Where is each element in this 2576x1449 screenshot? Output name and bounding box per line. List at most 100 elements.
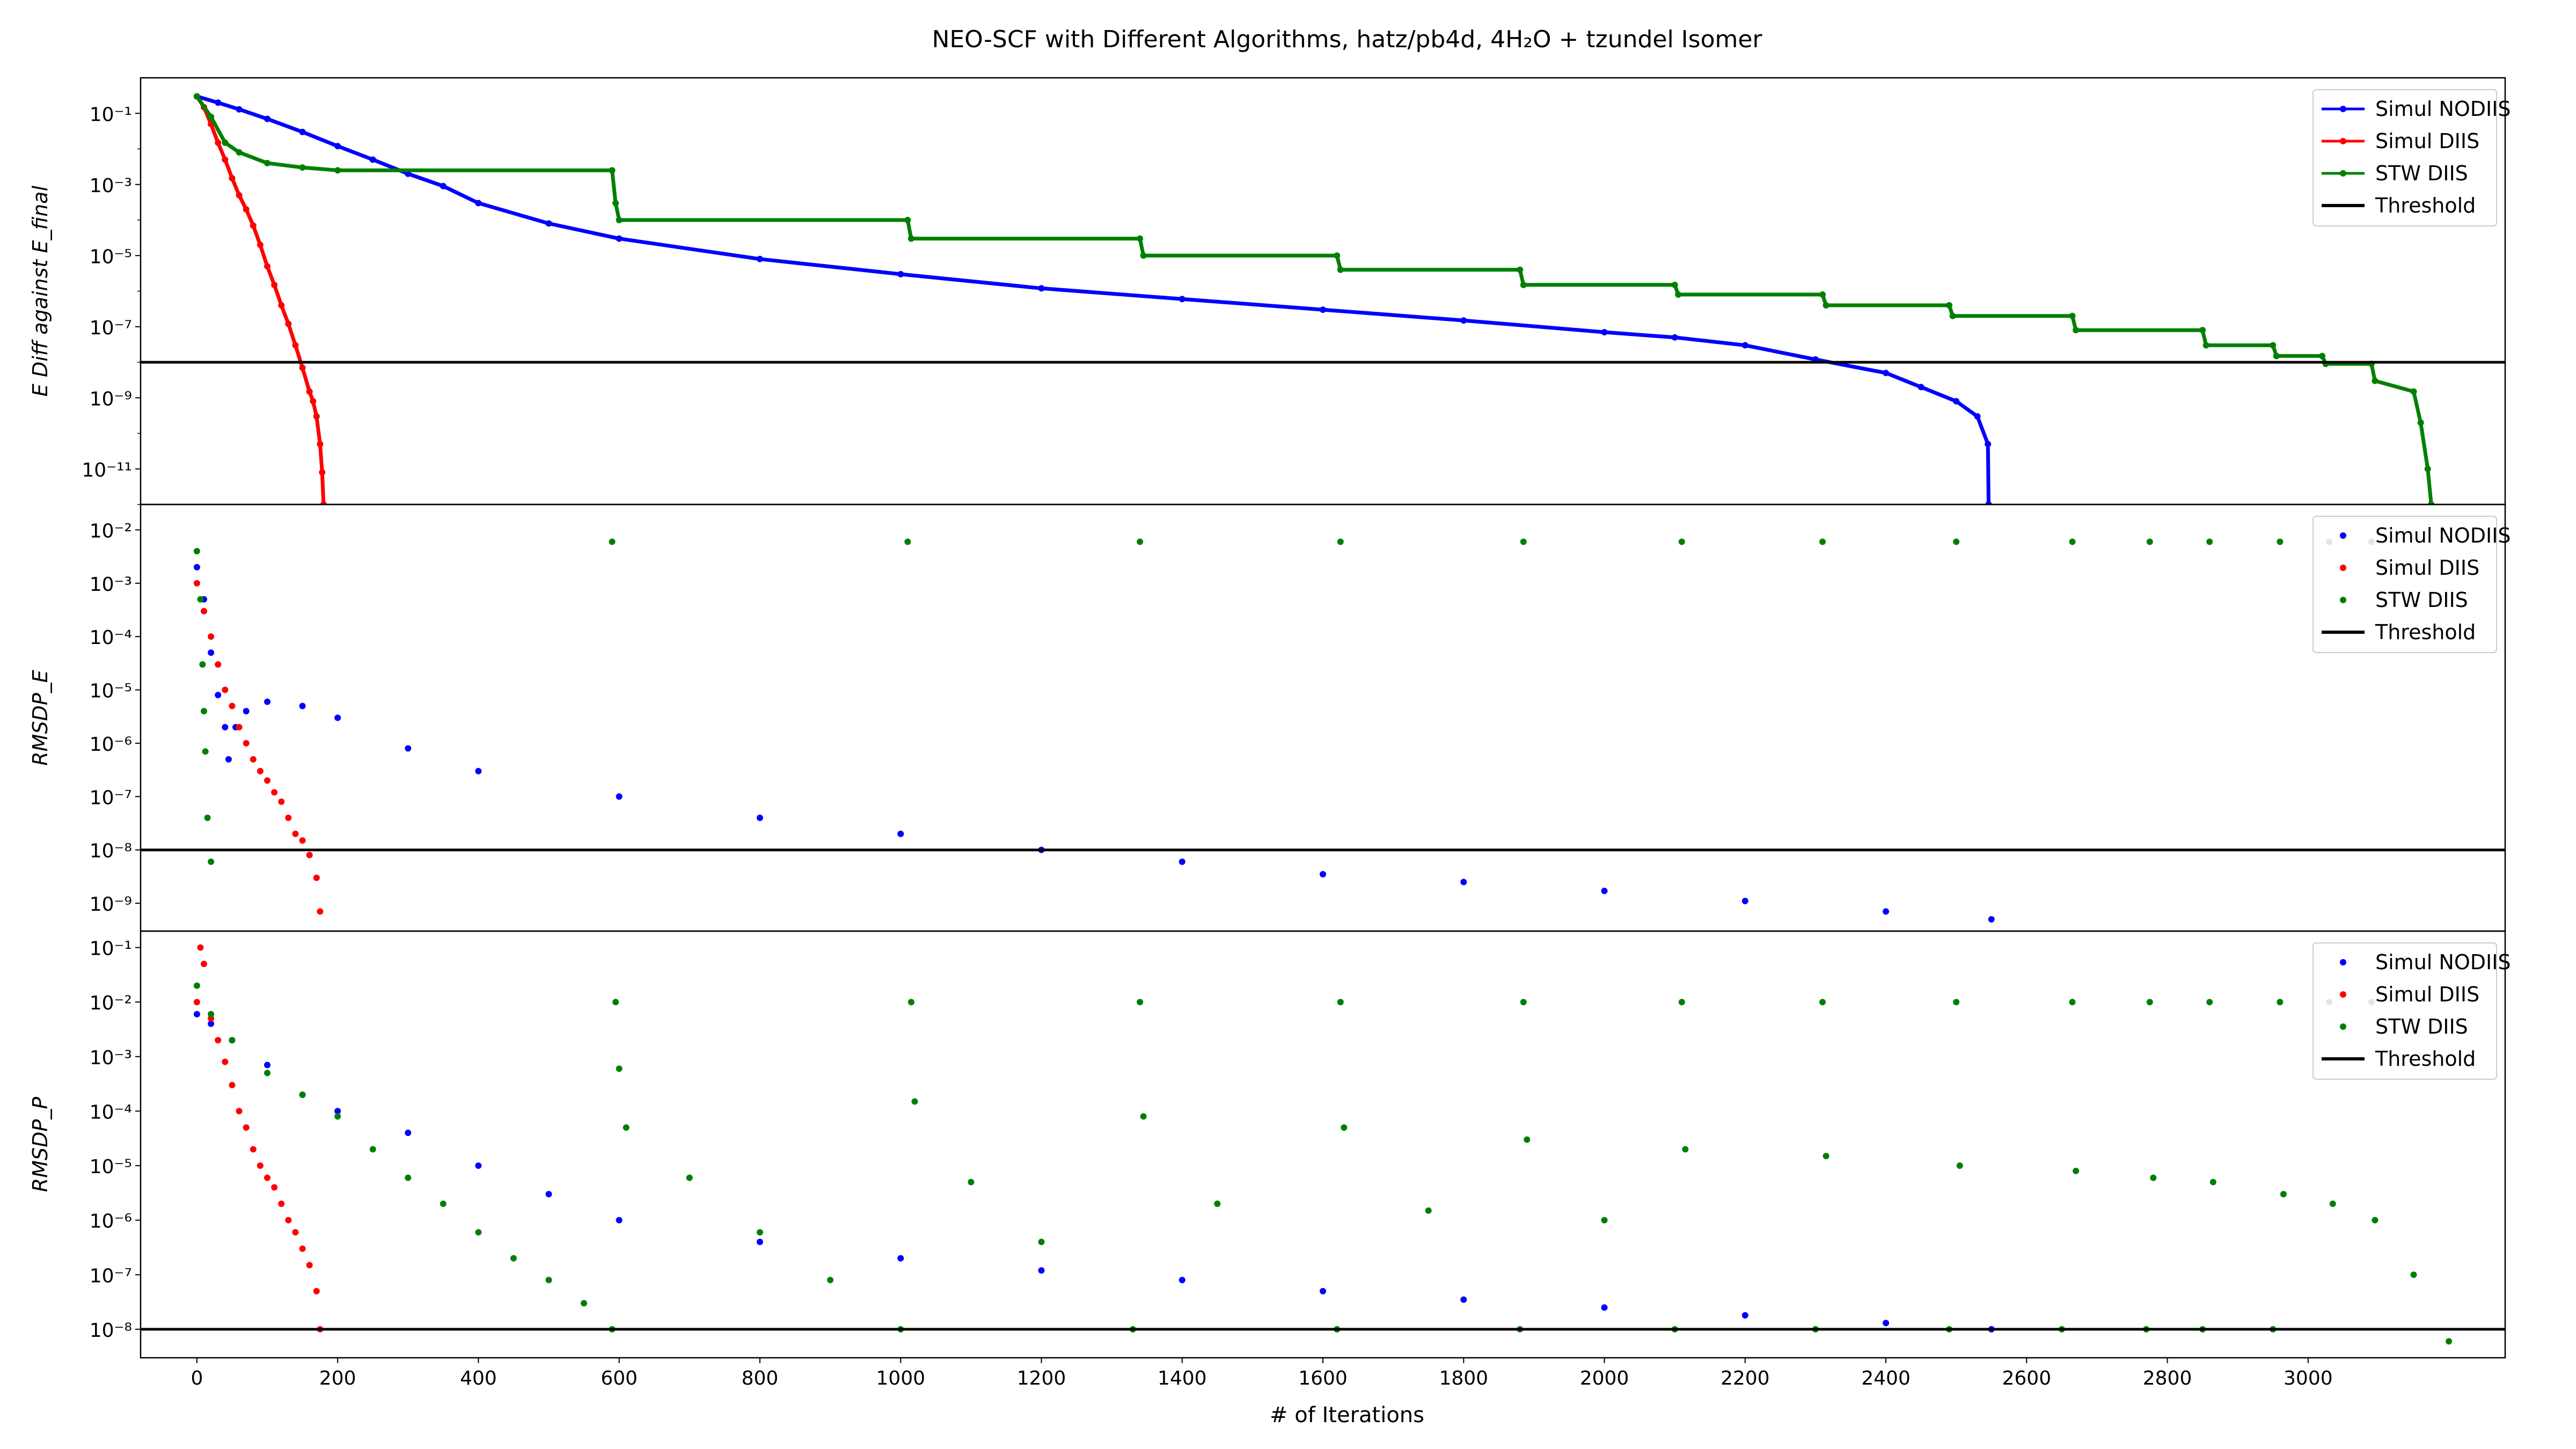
data-point xyxy=(2329,1201,2336,1208)
data-point xyxy=(2209,1179,2216,1185)
data-point xyxy=(475,1229,482,1236)
data-point xyxy=(285,814,292,821)
x-axis-label: # of Iterations xyxy=(1270,1403,1424,1428)
data-point xyxy=(2073,327,2080,334)
data-point xyxy=(243,1124,250,1131)
data-point xyxy=(756,814,763,821)
data-point xyxy=(1179,858,1185,865)
data-point xyxy=(236,149,243,156)
data-point xyxy=(1953,538,1960,545)
data-point xyxy=(1956,1162,1963,1169)
x-tick-label: 2800 xyxy=(2143,1367,2192,1389)
y-tick-label: 10⁻⁸ xyxy=(90,1320,132,1342)
data-point xyxy=(264,115,271,122)
data-point xyxy=(197,596,204,603)
plot-frame xyxy=(140,930,2506,1359)
y-tick-label: 10⁻⁶ xyxy=(90,1211,132,1233)
data-point xyxy=(1517,266,1524,273)
data-point xyxy=(2417,419,2424,426)
data-point xyxy=(243,740,250,747)
data-point xyxy=(545,220,552,227)
data-point xyxy=(1883,908,1890,915)
series-line-simul-diis xyxy=(195,95,326,504)
data-point xyxy=(897,270,904,277)
data-point xyxy=(2319,353,2326,360)
x-tick-label: 1800 xyxy=(1439,1367,1488,1389)
data-point xyxy=(229,1081,236,1088)
legend-marker xyxy=(2340,106,2346,112)
y-tick-label: 10⁻⁹ xyxy=(90,388,132,410)
data-point xyxy=(475,200,482,207)
legend-marker xyxy=(2340,565,2346,571)
data-point xyxy=(243,206,250,213)
data-point xyxy=(897,830,904,837)
legend-label: STW DIIS xyxy=(2375,162,2468,185)
data-point xyxy=(827,1277,834,1284)
data-point xyxy=(2277,538,2284,545)
x-tick-label: 2000 xyxy=(1580,1367,1629,1389)
data-point xyxy=(612,999,619,1006)
data-point xyxy=(1601,1217,1608,1224)
data-point xyxy=(215,99,222,106)
x-tick-label: 1200 xyxy=(1017,1367,1066,1389)
data-point xyxy=(968,1179,975,1185)
data-point xyxy=(1678,538,1685,545)
legend-label: Simul DIIS xyxy=(2375,983,2479,1006)
data-point xyxy=(299,1091,306,1098)
y-tick-label: 10⁻⁹ xyxy=(90,894,132,916)
data-point xyxy=(1675,291,1682,298)
data-point xyxy=(222,723,229,730)
data-point xyxy=(299,1245,306,1252)
data-point xyxy=(1214,1201,1221,1208)
y-tick-label: 10⁻¹ xyxy=(90,938,132,960)
data-point xyxy=(1741,342,1748,349)
data-point xyxy=(2424,465,2431,472)
data-point xyxy=(306,852,313,859)
panels: 10⁻¹¹ 10⁻⁹ 10⁻⁷ 10⁻⁵ 10⁻³ 10⁻¹ E Diff against … xyxy=(28,77,2511,1389)
data-point xyxy=(2280,1191,2287,1198)
data-point xyxy=(686,1174,693,1181)
data-point xyxy=(1179,1277,1185,1284)
data-point xyxy=(225,756,232,763)
data-point xyxy=(299,702,306,709)
legend-label: Simul NODIIS xyxy=(2375,950,2511,974)
data-point xyxy=(306,388,313,395)
data-point xyxy=(278,798,285,805)
data-point xyxy=(1823,1153,1829,1160)
legend-label: Simul NODIIS xyxy=(2375,524,2511,547)
data-point xyxy=(250,222,257,229)
data-point xyxy=(229,175,236,182)
legend-label: Threshold xyxy=(2375,194,2476,217)
data-point xyxy=(292,1229,299,1236)
data-point xyxy=(313,874,320,881)
data-point xyxy=(271,1184,278,1191)
data-point xyxy=(264,1174,271,1181)
data-point xyxy=(201,708,208,715)
data-point xyxy=(243,708,250,715)
data-point xyxy=(1819,538,1826,545)
legend-label: STW DIIS xyxy=(2375,1015,2468,1038)
data-point xyxy=(299,837,306,844)
data-point xyxy=(264,263,271,270)
data-point xyxy=(1601,888,1608,895)
data-point xyxy=(236,192,243,199)
data-point xyxy=(285,1217,292,1224)
data-point xyxy=(1038,1267,1045,1274)
data-point xyxy=(1038,285,1045,292)
data-point xyxy=(1337,266,1344,273)
y-tick-label: 10⁻⁷ xyxy=(90,1265,132,1287)
data-point xyxy=(1985,501,1992,504)
data-point xyxy=(1337,538,1344,545)
data-point xyxy=(236,1108,243,1115)
data-point xyxy=(208,1020,215,1027)
legend-label: Simul DIIS xyxy=(2375,129,2479,153)
chart-title: NEO-SCF with Different Algorithms, hatz/… xyxy=(932,26,1762,53)
data-point xyxy=(616,235,623,242)
data-point xyxy=(215,661,222,668)
data-point xyxy=(334,714,341,721)
legend-marker xyxy=(2340,532,2346,539)
data-point xyxy=(317,908,324,915)
data-point xyxy=(2410,388,2417,395)
y-tick-label: 10⁻³ xyxy=(90,574,132,596)
data-point xyxy=(299,164,306,171)
